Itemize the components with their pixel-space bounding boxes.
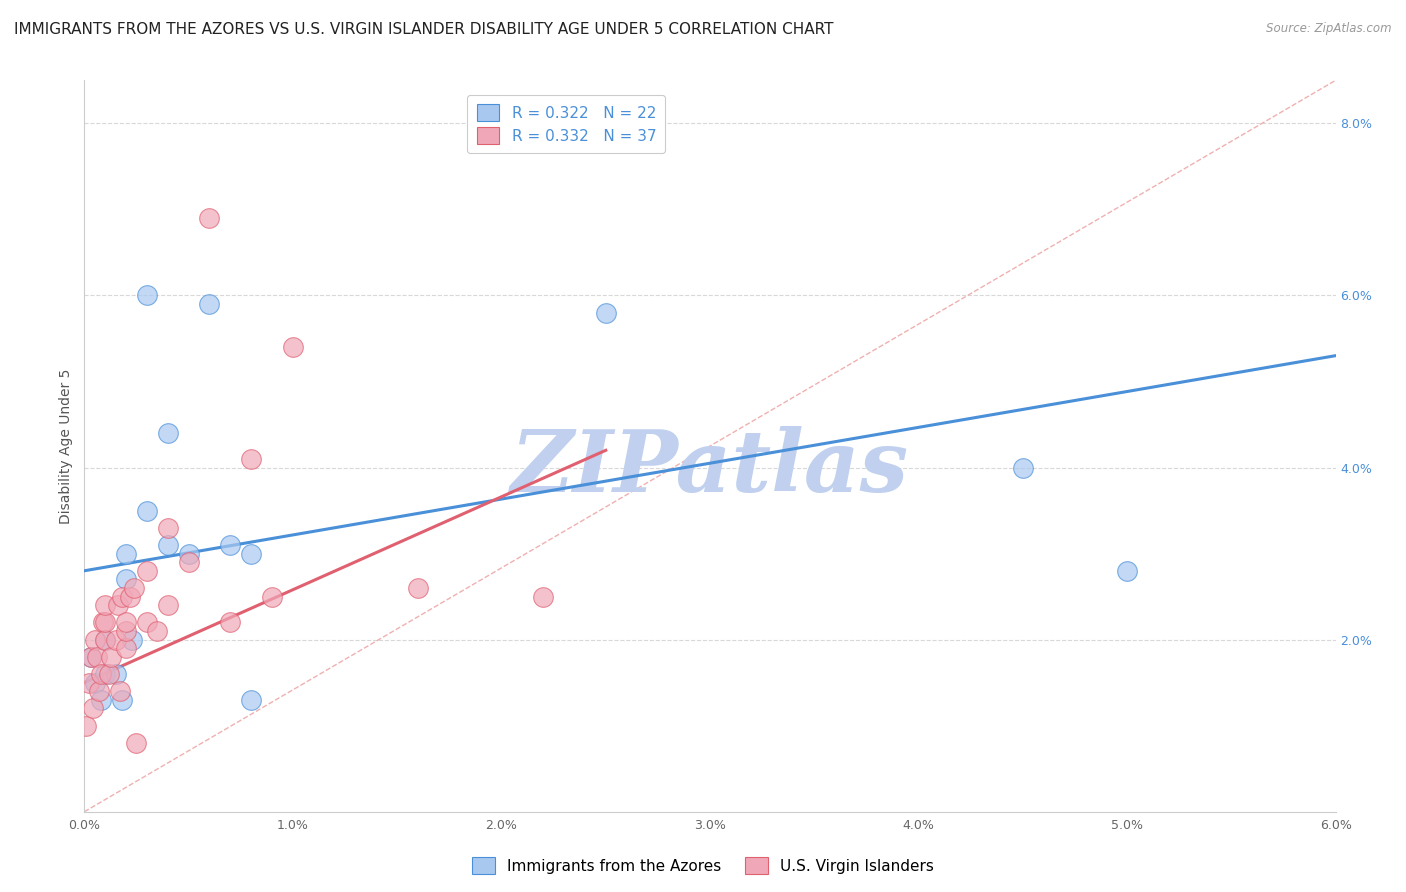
Point xyxy=(156,598,179,612)
Point xyxy=(198,297,221,311)
Point xyxy=(124,581,146,595)
Point xyxy=(90,667,112,681)
Point xyxy=(156,426,179,441)
Point xyxy=(125,736,148,750)
Point xyxy=(90,693,112,707)
Point xyxy=(531,590,554,604)
Point xyxy=(111,693,134,707)
Point xyxy=(219,615,242,630)
Point xyxy=(77,675,100,690)
Point xyxy=(1116,564,1139,578)
Point xyxy=(87,684,110,698)
Point xyxy=(82,701,104,715)
Point xyxy=(83,632,105,647)
Point xyxy=(115,624,138,638)
Point xyxy=(136,288,159,302)
Point xyxy=(104,632,127,647)
Point xyxy=(108,684,131,698)
Legend: R = 0.322   N = 22, R = 0.332   N = 37: R = 0.322 N = 22, R = 0.332 N = 37 xyxy=(467,95,665,153)
Point xyxy=(91,615,114,630)
Point xyxy=(219,538,242,552)
Point xyxy=(136,564,159,578)
Point xyxy=(107,598,129,612)
Point xyxy=(115,547,138,561)
Point xyxy=(406,581,429,595)
Legend: Immigrants from the Azores, U.S. Virgin Islanders: Immigrants from the Azores, U.S. Virgin … xyxy=(467,851,939,880)
Point xyxy=(94,667,117,681)
Point xyxy=(115,615,138,630)
Point xyxy=(86,649,108,664)
Point xyxy=(100,649,122,664)
Point xyxy=(121,632,143,647)
Point xyxy=(240,451,263,466)
Text: IMMIGRANTS FROM THE AZORES VS U.S. VIRGIN ISLANDER DISABILITY AGE UNDER 5 CORREL: IMMIGRANTS FROM THE AZORES VS U.S. VIRGI… xyxy=(14,22,834,37)
Text: Source: ZipAtlas.com: Source: ZipAtlas.com xyxy=(1267,22,1392,36)
Point xyxy=(177,547,200,561)
Point xyxy=(94,615,117,630)
Point xyxy=(136,503,159,517)
Point xyxy=(146,624,169,638)
Point xyxy=(136,615,159,630)
Y-axis label: Disability Age Under 5: Disability Age Under 5 xyxy=(59,368,73,524)
Point xyxy=(79,649,101,664)
Text: ZIPatlas: ZIPatlas xyxy=(510,426,910,509)
Point xyxy=(198,211,221,225)
Point xyxy=(156,521,179,535)
Point xyxy=(595,305,617,319)
Point xyxy=(98,667,121,681)
Point xyxy=(111,590,134,604)
Point xyxy=(75,719,97,733)
Point xyxy=(1012,460,1035,475)
Point xyxy=(83,675,105,690)
Point xyxy=(94,632,117,647)
Point xyxy=(104,667,127,681)
Point xyxy=(281,340,304,354)
Point xyxy=(177,555,200,569)
Point xyxy=(240,547,263,561)
Point xyxy=(115,573,138,587)
Point xyxy=(120,590,142,604)
Point xyxy=(156,538,179,552)
Point xyxy=(79,649,101,664)
Point xyxy=(262,590,284,604)
Point xyxy=(240,693,263,707)
Point xyxy=(115,641,138,656)
Point xyxy=(94,598,117,612)
Point xyxy=(94,632,117,647)
